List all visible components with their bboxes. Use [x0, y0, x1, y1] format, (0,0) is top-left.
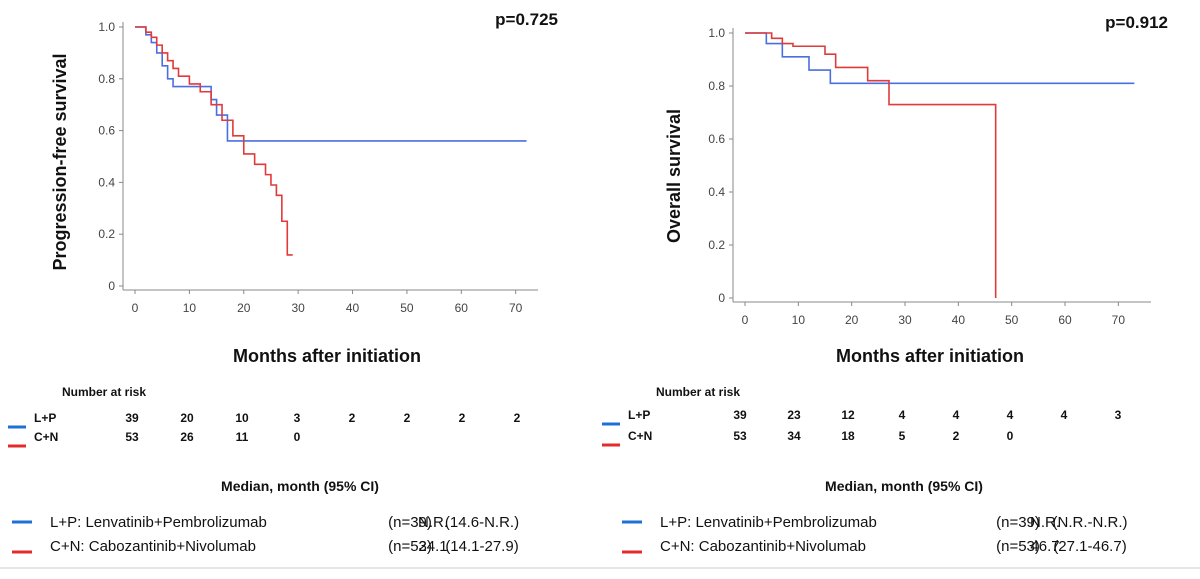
- risk-count: 4: [1007, 408, 1014, 422]
- os-curve-lp: [745, 32, 1135, 85]
- os-curves: [745, 32, 1135, 298]
- median-value: 46.7: [1030, 538, 1059, 555]
- pfs-y-tick-label: 0.4: [98, 175, 115, 189]
- risk-arm-label: C+N: [34, 430, 58, 444]
- pfs-risk-table: L+P 39 20 10 3 2 2 2 2 C+N 53 26 11 0: [8, 411, 521, 448]
- os-y-tick-label: 0.8: [708, 79, 725, 93]
- median-arm-label: L+P: Lenvatinib+Pembrolizumab: [660, 514, 877, 531]
- risk-count: 4: [1061, 408, 1068, 422]
- os-x-tick-label: 20: [845, 313, 859, 327]
- risk-count: 5: [899, 429, 906, 443]
- risk-count: 3: [294, 411, 301, 425]
- os-axes: 0 0.2 0.4 0.6 0.8 1.0 0 10 20 30 40 50 60 70: [708, 26, 1151, 327]
- os-x-tick-label: 60: [1058, 313, 1072, 327]
- risk-count: 2: [349, 411, 356, 425]
- median-arm-label: C+N: Cabozantinib+Nivolumab: [50, 538, 256, 555]
- median-arm-label: L+P: Lenvatinib+Pembrolizumab: [50, 514, 267, 531]
- risk-count: 4: [899, 408, 906, 422]
- os-x-tick-label: 10: [792, 313, 806, 327]
- pfs-x-tick-label: 70: [509, 301, 523, 315]
- median-ci: (27.1-46.7): [1053, 538, 1126, 555]
- pfs-x-tick-label: 30: [291, 301, 305, 315]
- pfs-median-title: Median, month (95% CI): [221, 478, 379, 494]
- risk-count: 53: [733, 429, 747, 443]
- os-x-axis-label: Months after initiation: [836, 346, 1024, 366]
- risk-arm-label: C+N: [628, 429, 652, 443]
- os-panel: p=0.912 Overall survival Months after in…: [602, 13, 1168, 555]
- risk-count: 20: [180, 411, 194, 425]
- pfs-y-axis-label: Progression-free survival: [50, 53, 70, 270]
- pfs-y-tick-label: 0.6: [98, 124, 115, 138]
- pfs-axes: 0 0.2 0.4 0.6 0.8 1.0 0 10 20 30 40 50 60 70: [98, 20, 538, 315]
- os-median-title: Median, month (95% CI): [825, 478, 983, 494]
- risk-count: 10: [235, 411, 249, 425]
- pfs-x-tick-label: 10: [183, 301, 197, 315]
- median-n: (n=39): [996, 514, 1040, 531]
- os-p-value: p=0.912: [1105, 13, 1168, 32]
- risk-count: 2: [404, 411, 411, 425]
- pfs-curves: [135, 26, 527, 256]
- pfs-curve-cn: [135, 26, 293, 256]
- risk-count: 2: [514, 411, 521, 425]
- pfs-x-tick-label: 20: [237, 301, 251, 315]
- risk-count: 18: [841, 429, 855, 443]
- median-n: (n=53): [388, 538, 432, 555]
- median-value: N.R.: [418, 514, 448, 531]
- pfs-x-tick-label: 0: [132, 301, 139, 315]
- pfs-number-at-risk-title: Number at risk: [62, 385, 146, 399]
- risk-count: 2: [953, 429, 960, 443]
- risk-count: 4: [953, 408, 960, 422]
- pfs-x-tick-label: 40: [346, 301, 360, 315]
- os-y-tick-label: 0.6: [708, 132, 725, 146]
- median-n: (n=39): [388, 514, 432, 531]
- risk-count: 34: [787, 429, 801, 443]
- risk-count: 11: [236, 430, 249, 444]
- risk-count: 53: [125, 430, 139, 444]
- median-ci: (N.R.-N.R.): [1053, 514, 1128, 531]
- pfs-x-tick-label: 60: [455, 301, 469, 315]
- pfs-panel: p=0.725 Progression-free survival Months…: [8, 10, 558, 555]
- os-x-tick-label: 30: [898, 313, 912, 327]
- pfs-p-value: p=0.725: [495, 10, 558, 29]
- os-y-tick-label: 0: [718, 291, 725, 305]
- median-n: (n=53): [996, 538, 1040, 555]
- os-median-table: L+P: Lenvatinib+Pembrolizumab (n=39)N.R.(…: [622, 514, 1128, 555]
- risk-count: 12: [841, 408, 855, 422]
- pfs-x-tick-label: 50: [400, 301, 414, 315]
- median-value: N.R.: [1030, 514, 1060, 531]
- pfs-x-axis-label: Months after initiation: [233, 346, 421, 366]
- median-ci: (14.6-N.R.): [445, 514, 519, 531]
- os-risk-table: L+P 39 23 12 4 4 4 4 3 C+N 53 34 18 5 2 0: [602, 408, 1122, 447]
- median-arm-label: C+N: Cabozantinib+Nivolumab: [660, 538, 866, 555]
- os-x-tick-label: 40: [952, 313, 966, 327]
- os-y-tick-label: 1.0: [708, 26, 725, 40]
- median-value: 24.1: [418, 538, 447, 555]
- risk-arm-label: L+P: [34, 411, 56, 425]
- pfs-y-tick-label: 0: [108, 279, 115, 293]
- risk-count: 2: [459, 411, 466, 425]
- risk-count: 0: [1007, 429, 1014, 443]
- risk-arm-label: L+P: [628, 408, 650, 422]
- pfs-y-tick-label: 0.8: [98, 72, 115, 86]
- os-y-axis-label: Overall survival: [664, 109, 684, 243]
- pfs-y-tick-label: 1.0: [98, 20, 115, 34]
- os-y-tick-label: 0.4: [708, 185, 725, 199]
- risk-count: 0: [294, 430, 301, 444]
- median-ci: (14.1-27.9): [445, 538, 518, 555]
- pfs-y-tick-label: 0.2: [98, 227, 115, 241]
- risk-count: 39: [733, 408, 747, 422]
- os-x-tick-label: 50: [1005, 313, 1019, 327]
- os-y-tick-label: 0.2: [708, 238, 725, 252]
- pfs-median-table: L+P: Lenvatinib+Pembrolizumab (n=39)N.R.(…: [12, 514, 519, 555]
- os-number-at-risk-title: Number at risk: [656, 385, 740, 399]
- os-x-tick-label: 70: [1112, 313, 1126, 327]
- os-x-tick-label: 0: [742, 313, 749, 327]
- risk-count: 3: [1115, 408, 1122, 422]
- risk-count: 23: [787, 408, 801, 422]
- risk-count: 39: [125, 411, 139, 425]
- os-curve-cn: [745, 32, 997, 298]
- risk-count: 26: [180, 430, 194, 444]
